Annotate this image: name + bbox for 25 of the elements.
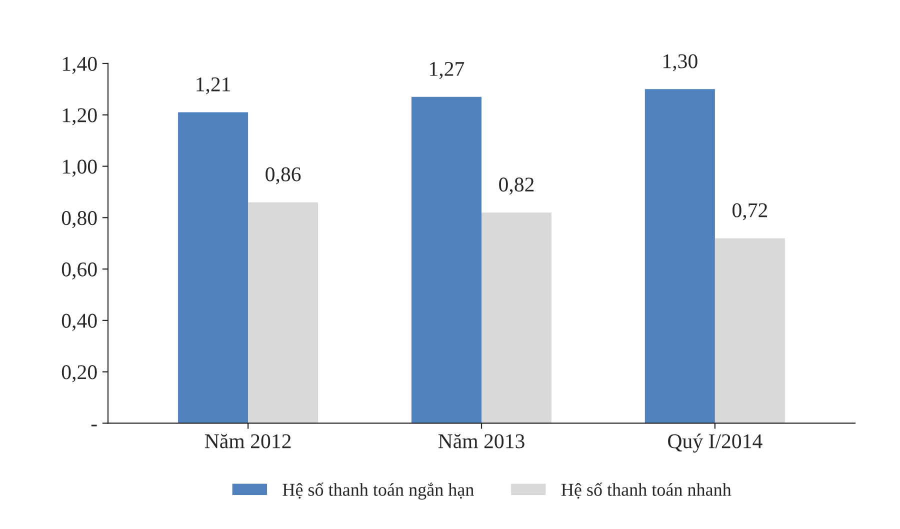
bar: [178, 112, 248, 424]
y-tick-label: 0,60: [62, 262, 97, 280]
bar: [714, 238, 785, 424]
bar: [644, 89, 715, 424]
y-tick-label: 0,20: [62, 365, 97, 382]
legend-label: Hệ số thanh toán nhanh: [561, 482, 732, 499]
data-label: 0,86: [266, 167, 301, 184]
x-tick-label: Năm 2013: [438, 434, 524, 448]
data-label: 1,21: [196, 77, 230, 94]
x-tick-label: Năm 2012: [204, 434, 291, 448]
y-tick-label: -: [91, 424, 97, 426]
bar: [482, 212, 552, 424]
y-tick-label: 0,40: [62, 314, 97, 331]
legend-label: Hệ số thanh toán ngắn hạn: [282, 482, 474, 500]
bar: [248, 202, 318, 424]
x-tick-label: Quý I/2014: [668, 434, 762, 453]
y-tick-label: 1,00: [62, 160, 97, 177]
y-tick-label: 0,80: [62, 211, 97, 228]
y-tick-label: 1,20: [62, 108, 97, 126]
y-tick-label: 1,40: [62, 56, 97, 74]
data-label: 0,82: [499, 178, 534, 195]
data-label: 1,30: [664, 54, 698, 72]
data-label: 1,27: [430, 62, 464, 79]
bar: [411, 96, 482, 424]
data-label: 0,72: [732, 203, 768, 220]
